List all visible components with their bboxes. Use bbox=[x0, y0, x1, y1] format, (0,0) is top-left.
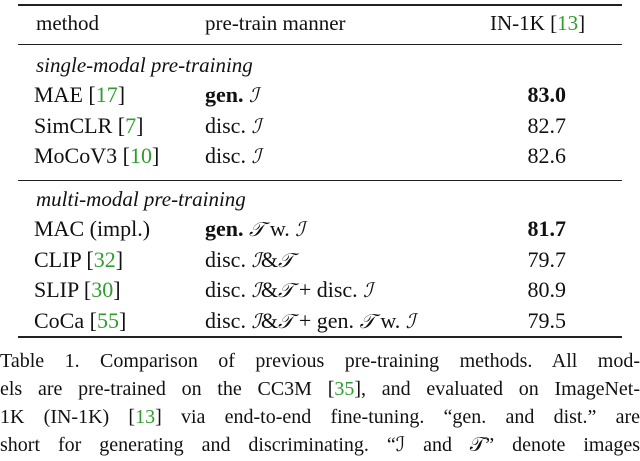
pretrain-manner-cell: disc. ℐ&𝒯 + gen. 𝒯 w. ℐ bbox=[205, 308, 415, 334]
score-cell: 80.9 bbox=[527, 277, 567, 302]
pretrain-manner-cell: gen. ℐ bbox=[205, 82, 258, 108]
score-cell: 79.5 bbox=[527, 307, 567, 333]
method-cell: MoCoV3 [10] bbox=[34, 143, 160, 168]
caption-line: Table 1. Comparison of previous pre-trai… bbox=[0, 350, 640, 372]
math-symbol: ℐ bbox=[251, 278, 261, 302]
method-cell: SLIP [30] bbox=[34, 277, 121, 302]
manner-text: & bbox=[260, 277, 278, 302]
manner-text: & bbox=[260, 246, 278, 272]
citation-link[interactable]: 10 bbox=[129, 143, 152, 168]
pretrain-manner-cell: disc. ℐ&𝒯 + disc. ℐ bbox=[205, 277, 373, 303]
method-name: MAC (impl.) bbox=[34, 216, 151, 241]
math-symbol: ℐ bbox=[251, 308, 261, 333]
header-pretrain-manner: pre-train manner bbox=[205, 11, 346, 35]
pretrain-manner-cell: gen. 𝒯 w. ℐ bbox=[205, 216, 305, 242]
method-name: SimCLR bbox=[34, 112, 113, 138]
caption-line: 1K (IN-1K) [13] via end-to-end fine-tuni… bbox=[0, 406, 640, 428]
pretrain-manner-cell: disc. ℐ&𝒯 bbox=[205, 247, 293, 273]
method-cell: MAC (impl.) bbox=[34, 216, 150, 242]
section-divider-rule bbox=[18, 180, 622, 181]
method-cell: SimCLR [7] bbox=[34, 112, 144, 138]
method-name: CoCa bbox=[34, 307, 85, 333]
pretrain-manner-cell: disc. ℐ bbox=[205, 113, 261, 139]
score-cell: 79.7 bbox=[527, 246, 567, 272]
pretrain-manner-cell: disc. ℐ bbox=[205, 143, 261, 169]
manner-text: gen. bbox=[205, 216, 249, 241]
citation-link[interactable]: 17 bbox=[95, 82, 118, 107]
manner-text: w. bbox=[264, 216, 296, 241]
citation-link[interactable]: 35 bbox=[334, 378, 355, 400]
score-cell: 82.6 bbox=[527, 143, 567, 168]
manner-text: w. bbox=[374, 307, 406, 333]
header-score-suffix: ] bbox=[578, 11, 586, 35]
caption-line: els are pre-trained on the CC3M [35], an… bbox=[0, 378, 640, 400]
math-symbol: ℐ bbox=[251, 144, 261, 168]
score-cell: 83.0 bbox=[527, 82, 567, 107]
method-name: MAE bbox=[34, 82, 83, 107]
method-cell: CoCa [55] bbox=[34, 307, 127, 333]
score-cell: 81.7 bbox=[527, 216, 567, 241]
citation-link[interactable]: 30 bbox=[91, 277, 114, 302]
manner-text: disc. bbox=[205, 277, 252, 302]
caption-line: short for generating and discriminating.… bbox=[0, 434, 640, 456]
manner-text: + gen. bbox=[293, 307, 360, 333]
manner-text: disc. bbox=[205, 307, 252, 333]
manner-text: disc. bbox=[205, 246, 252, 272]
method-cell: CLIP [32] bbox=[34, 246, 124, 272]
manner-text: disc. bbox=[205, 143, 252, 168]
table-bottom-rule bbox=[18, 336, 622, 338]
math-symbol: ℐ bbox=[405, 308, 416, 333]
method-name: SLIP bbox=[34, 277, 79, 302]
table-top-rule bbox=[18, 4, 622, 6]
citation-link[interactable]: 32 bbox=[93, 246, 116, 272]
header-score-prefix: IN-1K [ bbox=[490, 11, 558, 35]
math-symbol: 𝒯 bbox=[277, 278, 294, 302]
section-title: single-modal pre-training bbox=[36, 53, 253, 77]
manner-text: disc. bbox=[205, 112, 252, 138]
header-score: IN-1K [13] bbox=[490, 10, 585, 36]
header-score-citation[interactable]: 13 bbox=[557, 11, 579, 35]
score-cell: 82.7 bbox=[527, 112, 567, 138]
math-symbol: 𝒯 bbox=[249, 217, 265, 241]
manner-text: + disc. bbox=[293, 277, 364, 302]
citation-link[interactable]: 55 bbox=[96, 307, 119, 333]
math-symbol: 𝒯 bbox=[277, 247, 294, 272]
math-symbol: ℐ bbox=[251, 113, 261, 138]
method-name: MoCoV3 bbox=[34, 143, 118, 168]
manner-text: & bbox=[260, 307, 278, 333]
method-name: CLIP bbox=[34, 246, 81, 272]
method-cell: MAE [17] bbox=[34, 82, 126, 107]
citation-link[interactable]: 13 bbox=[135, 406, 156, 428]
math-symbol: 𝒯 bbox=[277, 308, 294, 333]
manner-text: gen. bbox=[205, 82, 249, 107]
header-method: method bbox=[36, 11, 99, 35]
citation-link[interactable]: 7 bbox=[125, 112, 137, 138]
math-symbol: 𝒯 bbox=[359, 308, 375, 333]
section-title: multi-modal pre-training bbox=[36, 187, 246, 211]
table-caption: Table 1. Comparison of previous pre-trai… bbox=[0, 347, 640, 459]
math-symbol: ℐ bbox=[251, 247, 261, 272]
math-symbol: ℐ bbox=[295, 217, 305, 241]
math-symbol: ℐ bbox=[363, 278, 373, 302]
math-symbol: ℐ bbox=[249, 83, 259, 107]
header-rule bbox=[18, 44, 622, 45]
